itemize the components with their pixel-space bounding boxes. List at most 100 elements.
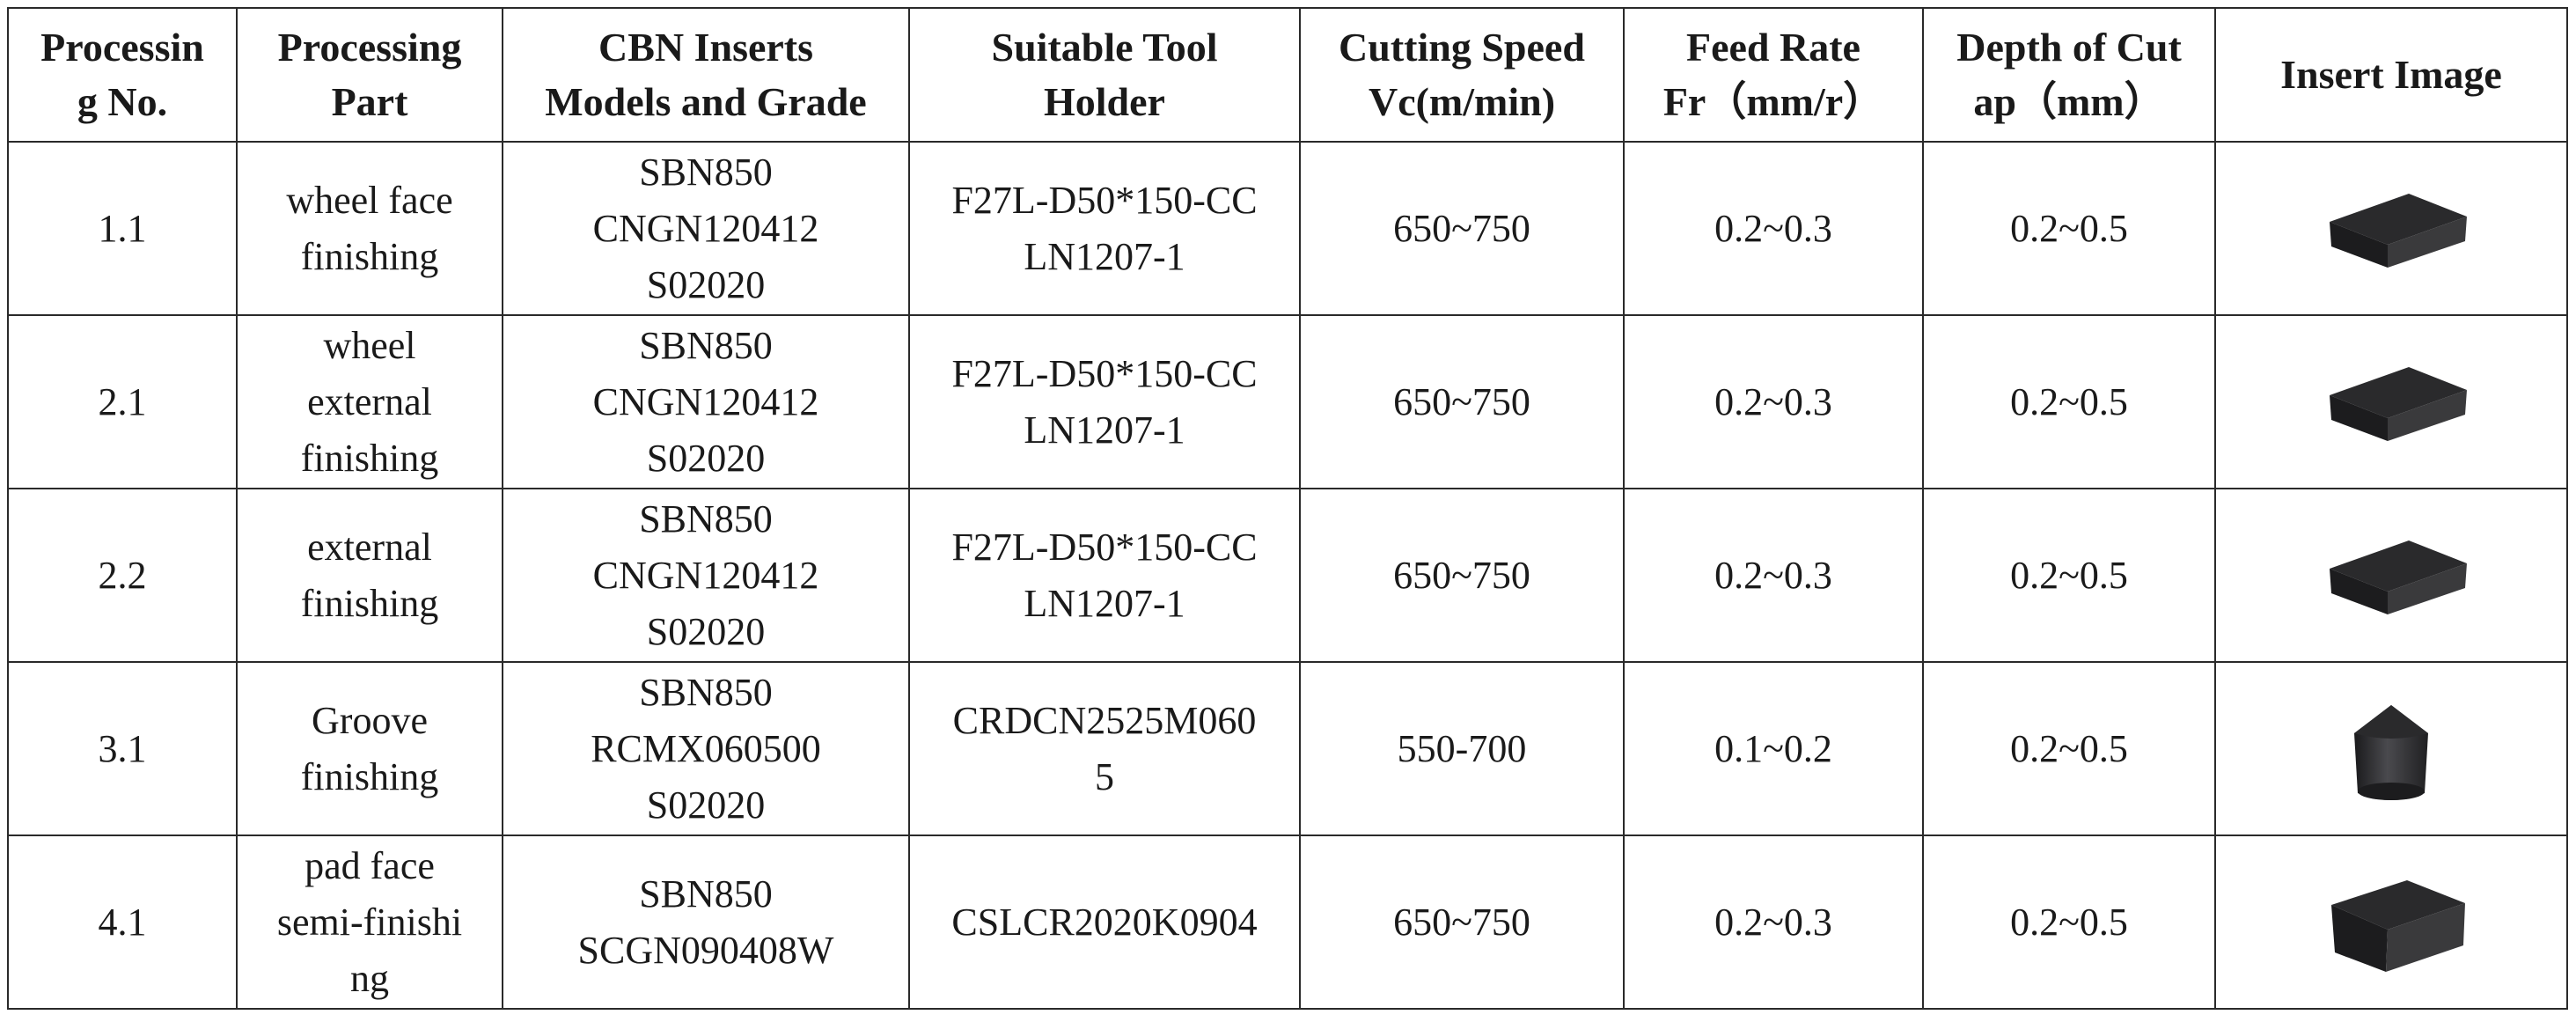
header-row: Processin g No. Processing Part CBN Inserts M… (7, 7, 2568, 143)
table-body: 1.1 wheel face finishing SBN850 CNGN120412 S0… (7, 141, 2568, 1010)
header-line: Models and Grade (545, 79, 867, 124)
cell-line: semi-finishi (276, 900, 463, 944)
header-line: Fr（mm/r） (1662, 79, 1884, 124)
table-row: 1.1 wheel face finishing SBN850 CNGN120412 S0… (7, 141, 2568, 316)
table-row: 2.2 external finishing SBN850 CNGN120412 S020… (7, 488, 2568, 663)
cell-line: finishing (300, 436, 439, 480)
cell-line: F27L-D50*150-CC (951, 525, 1258, 569)
header-line: Part (331, 79, 408, 124)
table-row: 4.1 pad face semi-finishi ng SBN850 SCGN09040… (7, 835, 2568, 1010)
cell-line: SBN850 (639, 150, 773, 194)
insert-image-header: Insert Image (2214, 7, 2568, 143)
header-line: Depth of Cut (1956, 25, 2182, 70)
header-line: Suitable Tool (991, 25, 1218, 70)
cell-line: external (307, 379, 432, 423)
insert-image-cell (2214, 141, 2568, 316)
cbn-insert-model-cell: SBN850 CNGN120412 S02020 (502, 314, 910, 489)
processing-part-cell: wheel face finishing (236, 141, 503, 316)
feed-rate-cell: 0.2~0.3 (1623, 314, 1924, 489)
cell-line: SBN850 (639, 670, 773, 714)
depth-of-cut-cell: 0.2~0.5 (1922, 488, 2216, 663)
cell-line: finishing (300, 234, 439, 278)
tool-holder-header: Suitable Tool Holder (908, 7, 1301, 143)
processing-part-cell: external finishing (236, 488, 503, 663)
cell-line: RCMX060500 (591, 726, 821, 770)
cell-line: CNGN120412 (592, 379, 819, 423)
processing-part-header: Processing Part (236, 7, 503, 143)
cbn-insert-model-header: CBN Inserts Models and Grade (502, 7, 910, 143)
header-line: Processing (277, 25, 462, 70)
header-line: Processin (40, 25, 204, 70)
cell-line: S02020 (646, 783, 766, 827)
depth-of-cut-header: Depth of Cut ap（mm） (1922, 7, 2216, 143)
depth-of-cut-cell: 0.2~0.5 (1922, 314, 2216, 489)
square-thick-insert-icon (2221, 861, 2561, 984)
header-line: g No. (77, 79, 168, 124)
header-line: Feed Rate (1686, 25, 1860, 70)
round-insert-icon (2221, 687, 2561, 811)
processing-no-cell: 4.1 (7, 835, 238, 1010)
cell-line: S02020 (646, 609, 766, 653)
depth-of-cut-cell: 0.2~0.5 (1922, 141, 2216, 316)
feed-rate-cell: 0.1~0.2 (1623, 661, 1924, 836)
feed-rate-cell: 0.2~0.3 (1623, 835, 1924, 1010)
feed-rate-header: Feed Rate Fr（mm/r） (1623, 7, 1924, 143)
cell-line: wheel (323, 323, 416, 367)
cell-line: S02020 (646, 262, 766, 306)
cutting-speed-cell: 550-700 (1299, 661, 1625, 836)
depth-of-cut-cell: 0.2~0.5 (1922, 661, 2216, 836)
cell-line: CNGN120412 (592, 206, 819, 250)
header-line: CBN Inserts (598, 25, 814, 70)
cutting-speed-cell: 650~750 (1299, 835, 1625, 1010)
insert-image-cell (2214, 661, 2568, 836)
cell-line: SBN850 (639, 871, 773, 915)
processing-no-cell: 2.2 (7, 488, 238, 663)
header-line: Cutting Speed (1339, 25, 1585, 70)
cell-line: CNGN120412 (592, 553, 819, 597)
cell-line: wheel face (286, 178, 453, 222)
insert-image-cell (2214, 488, 2568, 663)
cbn-insert-model-cell: SBN850 SCGN090408W (502, 835, 910, 1010)
cell-line: S02020 (646, 436, 766, 480)
tool-holder-cell: F27L-D50*150-CC LN1207-1 (908, 488, 1301, 663)
cell-line: LN1207-1 (1024, 234, 1185, 278)
cutting-speed-cell: 650~750 (1299, 314, 1625, 489)
cell-line: SBN850 (639, 323, 773, 367)
cell-line: pad face (305, 843, 435, 887)
processing-no-cell: 3.1 (7, 661, 238, 836)
header-line: Vc(m/min) (1368, 79, 1556, 124)
feed-rate-cell: 0.2~0.3 (1623, 141, 1924, 316)
header-line: Holder (1044, 79, 1165, 124)
processing-part-cell: pad face semi-finishi ng (236, 835, 503, 1010)
processing-no-cell: 1.1 (7, 141, 238, 316)
processing-part-cell: Groove finishing (236, 661, 503, 836)
cell-line: ng (350, 956, 389, 1000)
processing-no-cell: 2.1 (7, 314, 238, 489)
cbn-insert-model-cell: SBN850 RCMX060500 S02020 (502, 661, 910, 836)
processing-no-header: Processin g No. (7, 7, 238, 143)
insert-image-cell (2214, 314, 2568, 489)
tool-holder-cell: F27L-D50*150-CC LN1207-1 (908, 141, 1301, 316)
tool-holder-cell: F27L-D50*150-CC LN1207-1 (908, 314, 1301, 489)
cell-line: CSLCR2020K0904 (951, 900, 1258, 944)
square-insert-icon (2221, 341, 2561, 464)
square-insert-icon (2221, 514, 2561, 637)
table-row: 3.1 Groove finishing SBN850 RCMX060500 S02020… (7, 661, 2568, 836)
cell-line: LN1207-1 (1024, 581, 1185, 625)
square-insert-icon (2221, 167, 2561, 290)
cell-line: external (307, 525, 432, 569)
tool-holder-cell: CRDCN2525M060 5 (908, 661, 1301, 836)
insert-image-cell (2214, 835, 2568, 1010)
tool-holder-cell: CSLCR2020K0904 (908, 835, 1301, 1010)
cell-line: 5 (1095, 754, 1114, 798)
cbn-insert-spec-table: Processin g No. Processing Part CBN Inserts M… (7, 7, 2568, 1010)
table-row: 2.1 wheel external finishing SBN850 CNGN12041… (7, 314, 2568, 489)
cutting-speed-cell: 650~750 (1299, 141, 1625, 316)
depth-of-cut-cell: 0.2~0.5 (1922, 835, 2216, 1010)
cell-line: CRDCN2525M060 (952, 698, 1257, 742)
header-line: Insert Image (2280, 52, 2502, 97)
cell-line: F27L-D50*150-CC (951, 351, 1258, 395)
header-line: ap（mm） (1973, 79, 2165, 124)
cutting-speed-cell: 650~750 (1299, 488, 1625, 663)
cell-line: SCGN090408W (577, 928, 834, 972)
